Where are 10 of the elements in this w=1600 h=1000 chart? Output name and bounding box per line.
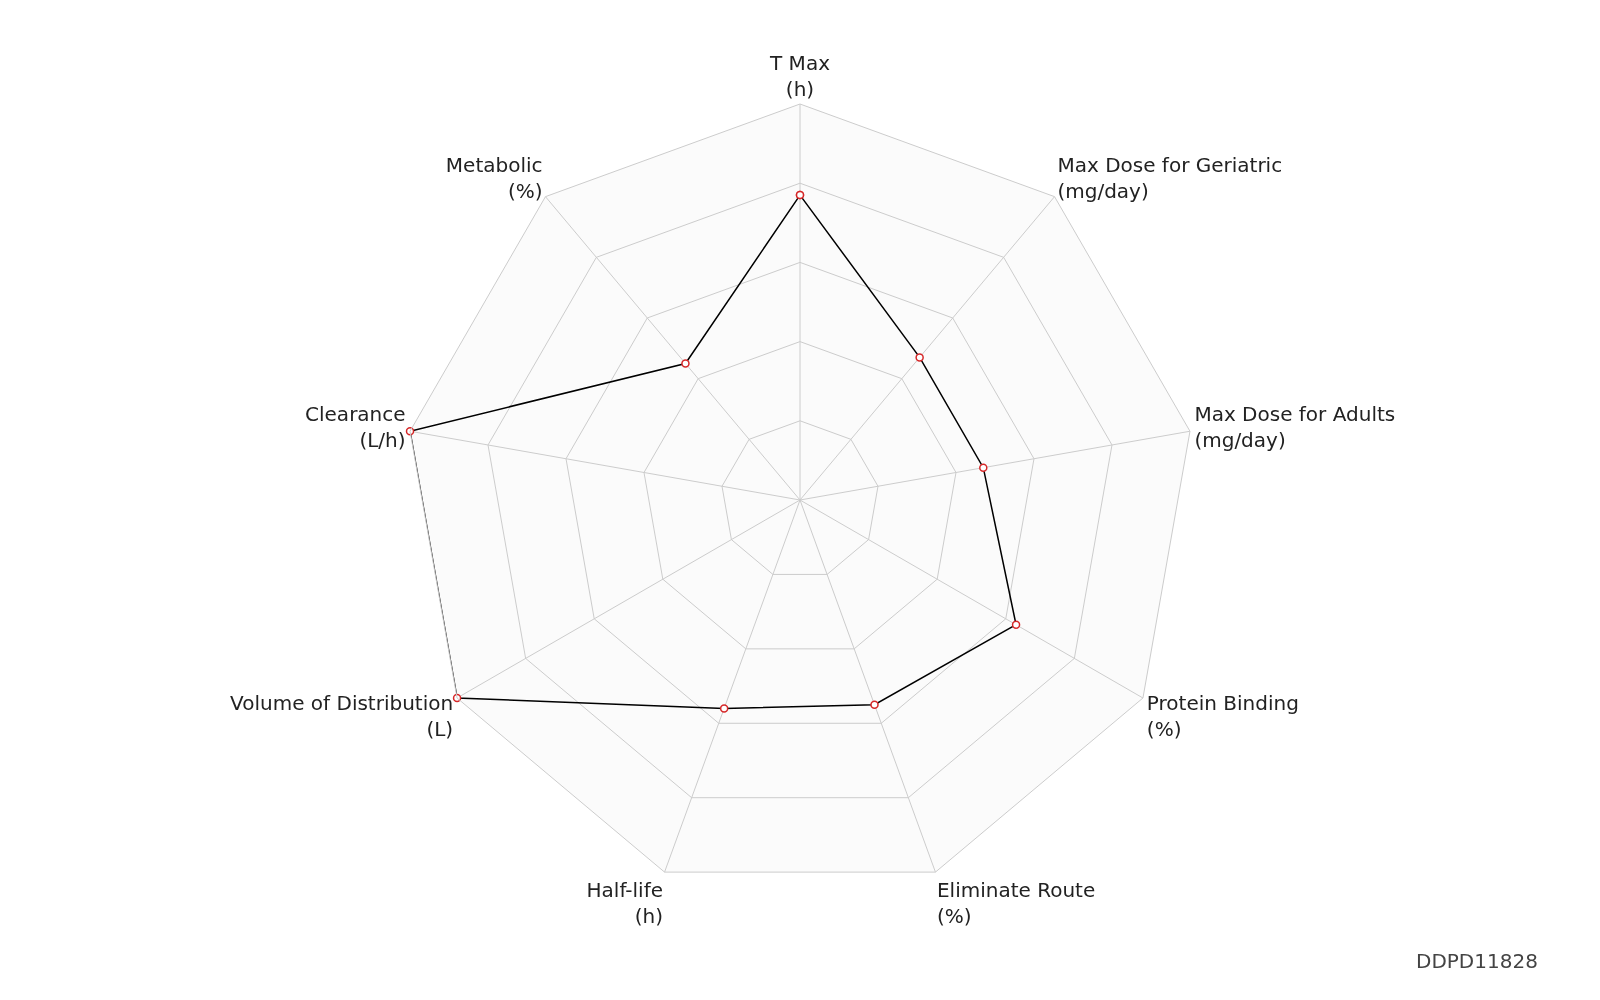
spoke-label: Eliminate Route (%) [936, 877, 1096, 928]
spoke-label: T Max (h) [769, 50, 831, 101]
spoke-label: Max Dose for Adults (mg/day) [1194, 402, 1396, 453]
spoke-label: Metabolic (%) [445, 152, 543, 203]
spoke-label: Volume of Distribution (L) [230, 690, 454, 741]
spoke-label: Half-life (h) [586, 877, 664, 928]
text: DDPD11828 [1416, 949, 1538, 973]
spoke-label: Clearance (L/h) [305, 402, 406, 453]
spoke-label: Protein Binding (%) [1146, 690, 1299, 741]
spoke-label: Max Dose for Geriatric (mg/day) [1057, 152, 1283, 203]
